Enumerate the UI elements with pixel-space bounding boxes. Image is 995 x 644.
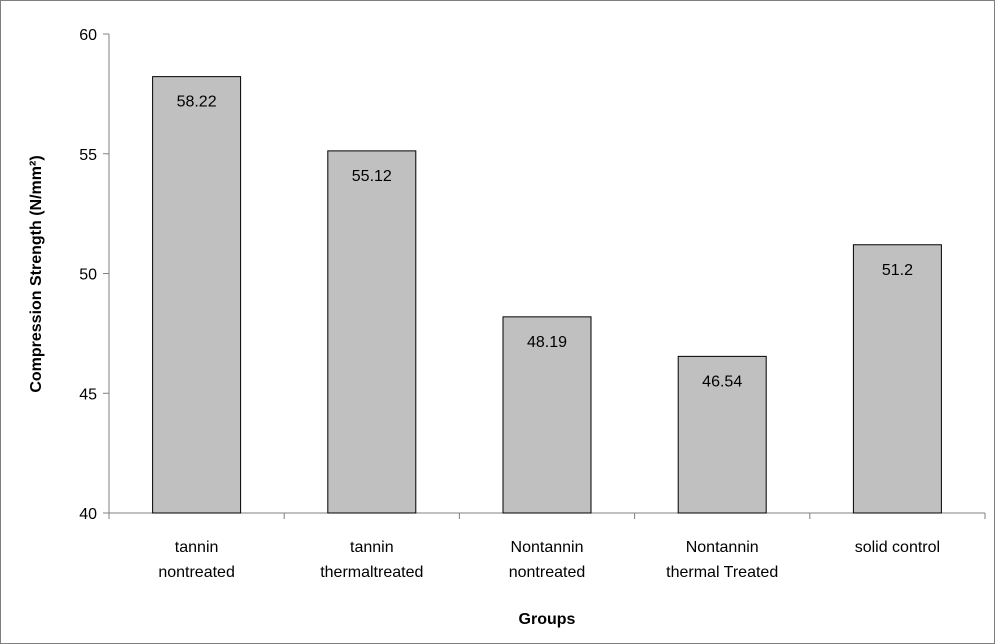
y-tick-label: 60 [79,27,97,44]
x-tick-label: thermaltreated [320,564,423,581]
bar-data-label: 51.2 [882,262,913,279]
y-axis: 40 45 50 55 60 [79,27,110,523]
bars [152,76,942,514]
y-tick-label: 55 [79,147,97,164]
x-tick-label: Nontannin [511,539,584,556]
bar-data-label: 58.22 [177,94,217,111]
bar [327,150,417,514]
x-tick-label: thermal Treated [666,564,778,581]
x-tick-label: nontreated [509,564,586,581]
y-tick-label: 45 [79,386,97,403]
y-tick-label: 50 [79,267,97,284]
x-axis: tannin nontreated tannin thermaltreated Nont… [108,512,986,581]
x-tick-label: nontreated [158,564,235,581]
y-axis-title: Compression Strength (N/mm²) [28,155,45,392]
bar-data-label: 55.12 [352,168,392,185]
bar [677,355,767,514]
x-tick-label: tannin [175,539,219,556]
x-tick-label: tannin [350,539,394,556]
bar-data-label: 46.54 [702,373,742,390]
y-tick-label: 40 [79,506,97,523]
data-labels: 58.22 55.12 48.19 46.54 51.2 [177,94,913,391]
bar-data-label: 48.19 [527,334,567,351]
x-axis-title: Groups [519,611,576,628]
bar [152,76,242,514]
bar [502,316,592,514]
x-tick-label: Nontannin [686,539,759,556]
bar [852,244,942,514]
x-tick-label: solid control [855,539,940,556]
